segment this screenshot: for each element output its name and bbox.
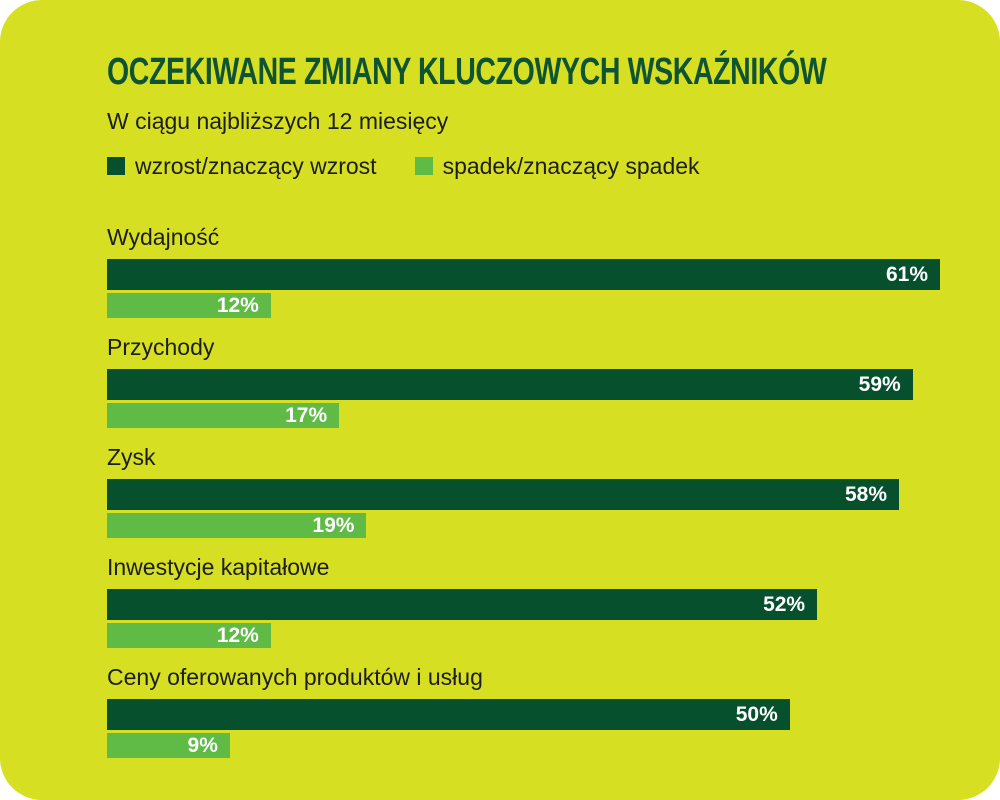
chart-title: OCZEKIWANE ZMIANY KLUCZOWYCH WSKAŹNIKÓW: [107, 51, 827, 93]
decrease-bar: 12%: [107, 293, 271, 318]
category-label: Wydajność: [107, 224, 220, 250]
value-label: 61%: [885, 262, 928, 286]
value-label: 50%: [735, 702, 778, 726]
legend-label-decrease: spadek/znaczący spadek: [442, 153, 700, 179]
legend-label-increase: wzrost/znaczący wzrost: [135, 153, 377, 179]
category-label: Ceny oferowanych produktów i usług: [107, 664, 483, 690]
decrease-bar: 9%: [107, 733, 230, 758]
increase-bar: 58%: [107, 479, 900, 510]
legend-item-decrease: spadek/znaczący spadek: [414, 153, 700, 179]
bar-group: Ceny oferowanych produktów i usług 50% 9%: [107, 664, 940, 758]
category-label: Zysk: [107, 444, 156, 470]
increase-bar: 52%: [107, 589, 818, 620]
value-label: 12%: [216, 293, 259, 317]
decrease-bar: 19%: [107, 513, 367, 538]
increase-bar: 59%: [107, 369, 913, 400]
value-label: 12%: [216, 623, 259, 647]
chart-subtitle: W ciągu najbliższych 12 miesięcy: [107, 108, 449, 134]
bar-group: Wydajność 61% 12%: [107, 224, 940, 318]
value-label: 19%: [312, 513, 355, 537]
increase-bar: 61%: [107, 259, 940, 290]
category-label: Przychody: [107, 334, 215, 360]
decrease-bar: 12%: [107, 623, 271, 648]
increase-bar: 50%: [107, 699, 790, 730]
bar-chart: Wydajność 61% 12% Przychody 59% 17% Zysk 58% 19%…: [107, 224, 940, 758]
decrease-bar: 17%: [107, 403, 340, 428]
bar-group: Inwestycje kapitałowe 52% 12%: [107, 554, 940, 648]
card-content: OCZEKIWANE ZMIANY KLUCZOWYCH WSKAŹNIKÓW …: [107, 52, 940, 774]
bar-group: Przychody 59% 17%: [107, 334, 940, 428]
value-label: 17%: [285, 403, 328, 427]
increase-swatch-icon: [107, 157, 125, 175]
legend-item-increase: wzrost/znaczący wzrost: [107, 154, 377, 178]
value-label: 52%: [763, 592, 806, 616]
value-label: 59%: [858, 372, 901, 396]
value-label: 58%: [845, 482, 888, 506]
legend: wzrost/znaczący wzrost spadek/znaczący s…: [107, 154, 940, 178]
value-label: 9%: [187, 733, 218, 757]
bar-group: Zysk 58% 19%: [107, 444, 940, 538]
decrease-swatch-icon: [414, 157, 433, 175]
category-label: Inwestycje kapitałowe: [107, 554, 330, 580]
